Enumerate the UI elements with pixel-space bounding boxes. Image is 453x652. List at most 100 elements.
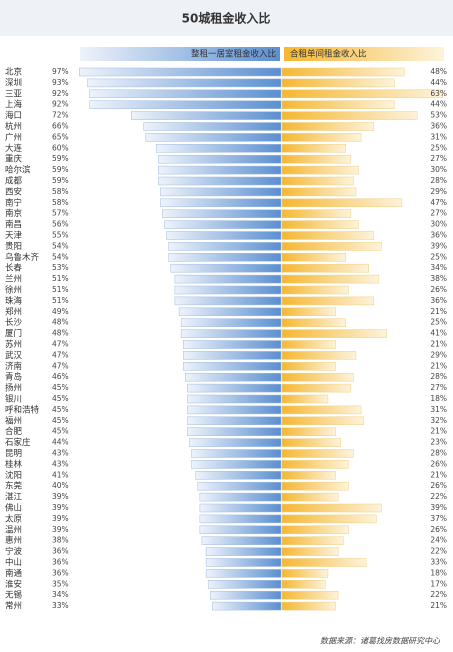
- bar: [199, 525, 282, 535]
- legend-label: 整租一居室租金收入比: [191, 49, 276, 60]
- value-label: 33%: [430, 558, 447, 567]
- bar: [180, 329, 282, 338]
- bar: [281, 220, 359, 229]
- value-label: 22%: [430, 492, 447, 501]
- bar: [281, 263, 369, 273]
- bar: [281, 525, 349, 535]
- value-label: 43%: [52, 449, 69, 458]
- category-label: 合肥: [5, 426, 23, 437]
- category-label: 石家庄: [5, 437, 31, 448]
- category-label: 杭州: [5, 121, 22, 132]
- bar: [281, 318, 346, 327]
- bar: [210, 590, 282, 600]
- value-label: 92%: [52, 100, 69, 109]
- value-label: 92%: [52, 89, 69, 98]
- category-label: 宁波: [5, 546, 23, 557]
- bar: [168, 253, 282, 262]
- value-label: 34%: [52, 590, 69, 599]
- value-label: 49%: [52, 307, 69, 316]
- bar: [160, 198, 282, 208]
- value-label: 47%: [430, 198, 447, 207]
- bar: [281, 231, 375, 240]
- bar: [199, 503, 282, 513]
- bar: [160, 187, 282, 197]
- bar: [281, 340, 336, 349]
- bar: [174, 274, 282, 284]
- value-label: 59%: [52, 165, 69, 174]
- value-label: 28%: [430, 372, 447, 381]
- bar: [281, 133, 362, 142]
- value-label: 44%: [52, 438, 69, 447]
- bar: [281, 372, 354, 382]
- bar: [143, 122, 282, 131]
- value-label: 25%: [430, 318, 447, 327]
- bar: [281, 307, 336, 317]
- bar: [281, 198, 403, 208]
- value-label: 33%: [52, 601, 69, 610]
- bar: [185, 372, 282, 382]
- bar: [281, 100, 395, 109]
- category-label: 苏州: [5, 339, 22, 350]
- bar: [201, 536, 282, 545]
- bar: [207, 580, 282, 589]
- value-label: 25%: [430, 252, 447, 261]
- category-label: 天津: [5, 230, 23, 241]
- value-label: 97%: [52, 67, 69, 76]
- bar: [89, 89, 282, 99]
- bar: [174, 285, 282, 295]
- bar: [205, 569, 282, 578]
- bar: [281, 569, 329, 578]
- value-label: 53%: [52, 263, 69, 272]
- bar: [281, 416, 364, 426]
- value-label: 21%: [430, 340, 447, 349]
- bar: [189, 438, 282, 447]
- category-label: 惠州: [5, 535, 22, 546]
- category-label: 贵阳: [5, 241, 22, 252]
- legend-swatch: [80, 47, 280, 61]
- bar: [281, 362, 336, 371]
- category-label: 南昌: [5, 219, 22, 230]
- value-label: 28%: [430, 449, 447, 458]
- category-label: 淮安: [5, 579, 22, 590]
- category-label: 南京: [5, 208, 22, 219]
- value-label: 22%: [430, 547, 447, 556]
- bar: [158, 154, 282, 164]
- bar: [281, 165, 359, 175]
- value-label: 30%: [430, 165, 447, 174]
- category-label: 沈阳: [5, 470, 22, 481]
- bar: [281, 492, 339, 502]
- bar: [158, 176, 282, 186]
- bar: [130, 111, 282, 120]
- bar: [187, 405, 282, 415]
- bar: [182, 362, 282, 371]
- bar: [178, 307, 282, 317]
- value-label: 59%: [52, 176, 69, 185]
- category-label: 乌鲁木齐: [5, 252, 40, 263]
- category-label: 南通: [5, 568, 23, 579]
- value-label: 23%: [430, 438, 447, 447]
- bar: [155, 144, 282, 153]
- value-label: 41%: [52, 470, 69, 479]
- bar: [281, 329, 387, 338]
- value-label: 21%: [430, 307, 447, 316]
- category-label: 青岛: [5, 372, 22, 383]
- value-label: 41%: [430, 329, 447, 338]
- category-label: 武汉: [5, 350, 23, 361]
- value-label: 48%: [52, 329, 69, 338]
- category-label: 广州: [5, 132, 22, 143]
- category-label: 南宁: [5, 197, 22, 208]
- value-label: 72%: [52, 111, 69, 120]
- bar: [281, 209, 352, 218]
- legend-label: 合租单间租金收入比: [290, 49, 367, 60]
- value-label: 54%: [52, 252, 69, 261]
- value-label: 17%: [430, 579, 447, 588]
- value-label: 26%: [430, 481, 447, 490]
- value-label: 44%: [430, 78, 447, 87]
- bar: [281, 471, 336, 480]
- value-label: 39%: [52, 525, 69, 534]
- value-label: 51%: [52, 296, 69, 305]
- value-label: 36%: [52, 547, 69, 556]
- category-label: 海口: [5, 110, 22, 121]
- bar: [281, 503, 382, 513]
